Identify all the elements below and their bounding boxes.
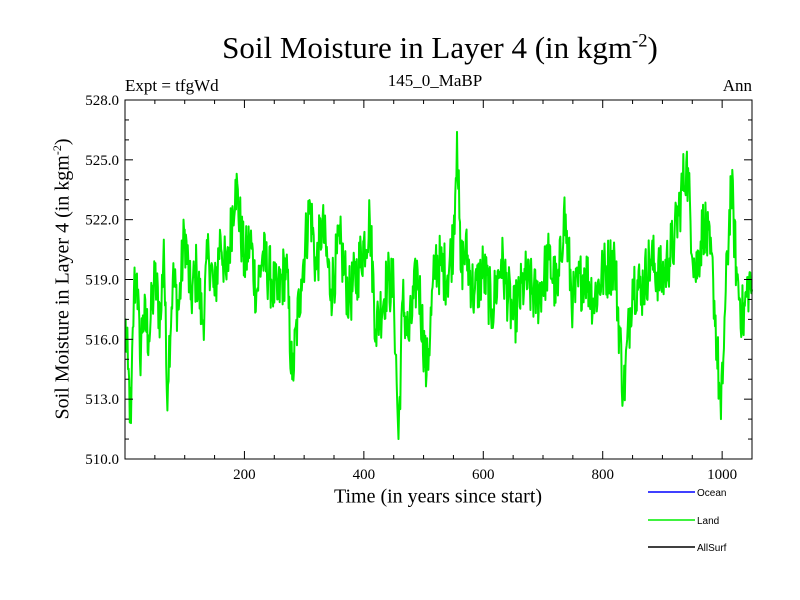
chart-title: Soil Moisture in Layer 4 (in kgm-2) — [222, 30, 658, 65]
x-tick-label: 400 — [353, 467, 376, 483]
y-tick-label: 528.0 — [85, 93, 119, 109]
series-layer — [124, 130, 753, 441]
x-tick-label: 1000 — [707, 467, 737, 483]
y-tick-label: 510.0 — [85, 452, 119, 468]
y-tick-label: 516.0 — [85, 332, 119, 348]
x-tick-label: 800 — [591, 467, 614, 483]
x-axis-label: Time (in years since start) — [333, 485, 543, 508]
y-tick-label: 513.0 — [85, 392, 119, 408]
x-tick-label: 600 — [472, 467, 495, 483]
legend-label-allsurf: AllSurf — [697, 543, 727, 554]
legend-label-ocean: Ocean — [697, 488, 726, 499]
axis-layer: 510.0 513.0 516.0 519.0 522.0 525.0 528.0 200 40… — [85, 93, 752, 483]
chart-subtitle: 145_0_MaBP — [387, 71, 483, 90]
y-tick-label: 525.0 — [85, 153, 119, 169]
x-tick-label: 200 — [233, 467, 256, 483]
y-tick-label: 522.0 — [85, 213, 119, 229]
series-line-land — [124, 130, 753, 441]
legend-label-land: Land — [697, 516, 719, 527]
experiment-label: Expt = tfgWd — [125, 76, 219, 95]
period-label: Ann — [722, 76, 752, 95]
y-tick-label: 519.0 — [85, 273, 119, 289]
legend: Ocean Land AllSurf — [648, 488, 727, 554]
